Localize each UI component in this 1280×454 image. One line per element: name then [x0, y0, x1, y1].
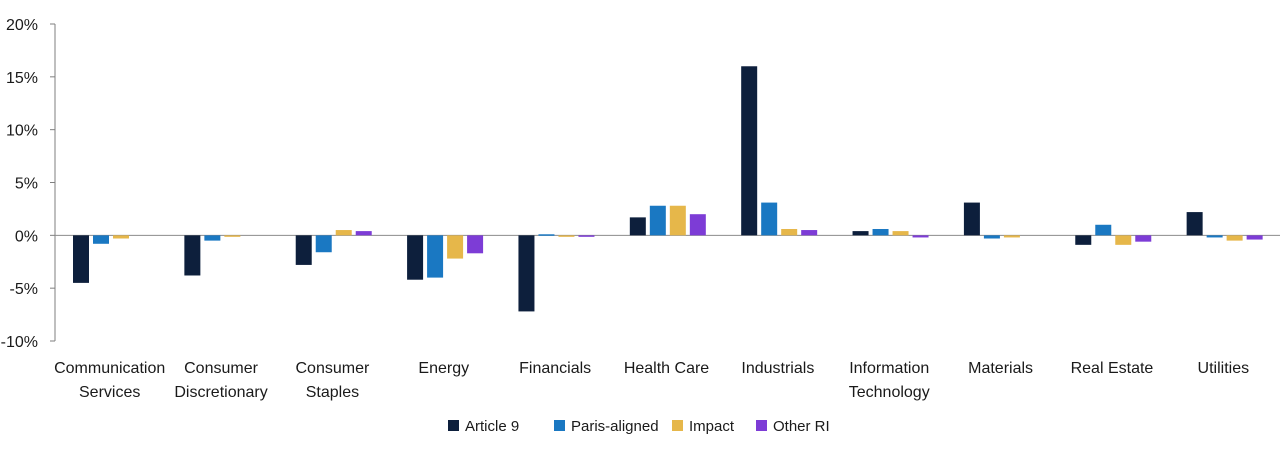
- bar-impact: [558, 235, 575, 237]
- bar-paris-aligned: [983, 235, 1000, 239]
- bar-article-9: [295, 235, 312, 265]
- legend-label: Impact: [689, 418, 735, 435]
- x-tick-label: Staples: [306, 384, 359, 401]
- y-tick-label: 5%: [15, 176, 38, 193]
- bar-paris-aligned: [427, 235, 444, 278]
- legend-swatch: [756, 420, 767, 431]
- bar-paris-aligned: [649, 205, 666, 236]
- bar-impact: [1003, 235, 1020, 238]
- bar-other-ri: [912, 235, 929, 238]
- bar-article-9: [629, 217, 646, 236]
- bar-impact: [669, 205, 686, 236]
- bar-paris-aligned: [93, 235, 109, 244]
- bar-paris-aligned: [538, 234, 555, 236]
- x-tick-label: Services: [79, 384, 140, 401]
- y-tick-label: 0%: [15, 228, 38, 245]
- bar-impact: [1115, 235, 1132, 245]
- x-tick-label: Discretionary: [174, 384, 267, 401]
- bar-impact: [1226, 235, 1243, 241]
- bar-article-9: [963, 202, 980, 236]
- bar-other-ri: [689, 214, 706, 236]
- bar-article-9: [184, 235, 201, 276]
- bar-other-ri: [578, 235, 595, 237]
- bar-impact: [892, 231, 909, 236]
- bar-paris-aligned: [1206, 235, 1223, 238]
- x-tick-label: Energy: [418, 360, 469, 377]
- y-tick-label: 20%: [6, 17, 38, 34]
- bar-article-9: [518, 235, 535, 312]
- bar-paris-aligned: [315, 235, 332, 253]
- bar-impact: [781, 228, 798, 236]
- bar-other-ri: [801, 230, 818, 236]
- bar-paris-aligned: [761, 202, 778, 236]
- legend-label: Paris-aligned: [571, 418, 659, 435]
- bar-article-9: [73, 235, 89, 283]
- y-tick-label: 15%: [6, 70, 38, 87]
- x-tick-label: Consumer: [184, 360, 258, 377]
- bar-article-9: [407, 235, 424, 280]
- x-axis-labels: Communication Services Consumer Discretiona…: [54, 360, 1249, 401]
- legend-label: Other RI: [773, 418, 830, 435]
- bar-other-ri: [467, 235, 484, 254]
- bar-other-ri: [1135, 235, 1152, 242]
- x-tick-label: Health Care: [624, 360, 709, 377]
- legend-swatch: [672, 420, 683, 431]
- bar-article-9: [1186, 212, 1203, 236]
- bar-impact: [447, 235, 464, 259]
- legend-swatch: [554, 420, 565, 431]
- x-tick-label: Information: [849, 360, 929, 377]
- legend-label: Article 9: [465, 418, 519, 435]
- x-tick-label: Communication: [54, 360, 165, 377]
- y-tick-label: 10%: [6, 123, 38, 140]
- y-tick-label: -5%: [10, 281, 38, 298]
- bar-paris-aligned: [872, 228, 889, 236]
- bar-other-ri: [1246, 235, 1263, 240]
- y-axis: 20% 15% 10% 5% 0% -5% -10%: [1, 17, 1280, 351]
- bars: [73, 66, 1263, 312]
- bar-impact: [113, 235, 129, 239]
- x-tick-label: Materials: [968, 360, 1033, 377]
- bar-article-9: [852, 231, 869, 236]
- y-tick-label: -10%: [1, 334, 38, 351]
- bar-other-ri: [355, 231, 372, 236]
- bar-paris-aligned: [204, 235, 221, 241]
- x-tick-label: Industrials: [741, 360, 814, 377]
- bar-paris-aligned: [1095, 224, 1112, 236]
- x-tick-label: Consumer: [296, 360, 370, 377]
- bar-impact: [335, 230, 352, 236]
- bar-article-9: [741, 66, 758, 236]
- bar-impact: [224, 235, 241, 237]
- x-tick-label: Utilities: [1198, 360, 1250, 377]
- x-tick-label: Financials: [519, 360, 591, 377]
- x-tick-label: Real Estate: [1071, 360, 1154, 377]
- bar-article-9: [1075, 235, 1092, 245]
- legend: Article 9 Paris-aligned Impact Other RI: [448, 418, 830, 435]
- x-tick-label: Technology: [849, 384, 930, 401]
- legend-swatch: [448, 420, 459, 431]
